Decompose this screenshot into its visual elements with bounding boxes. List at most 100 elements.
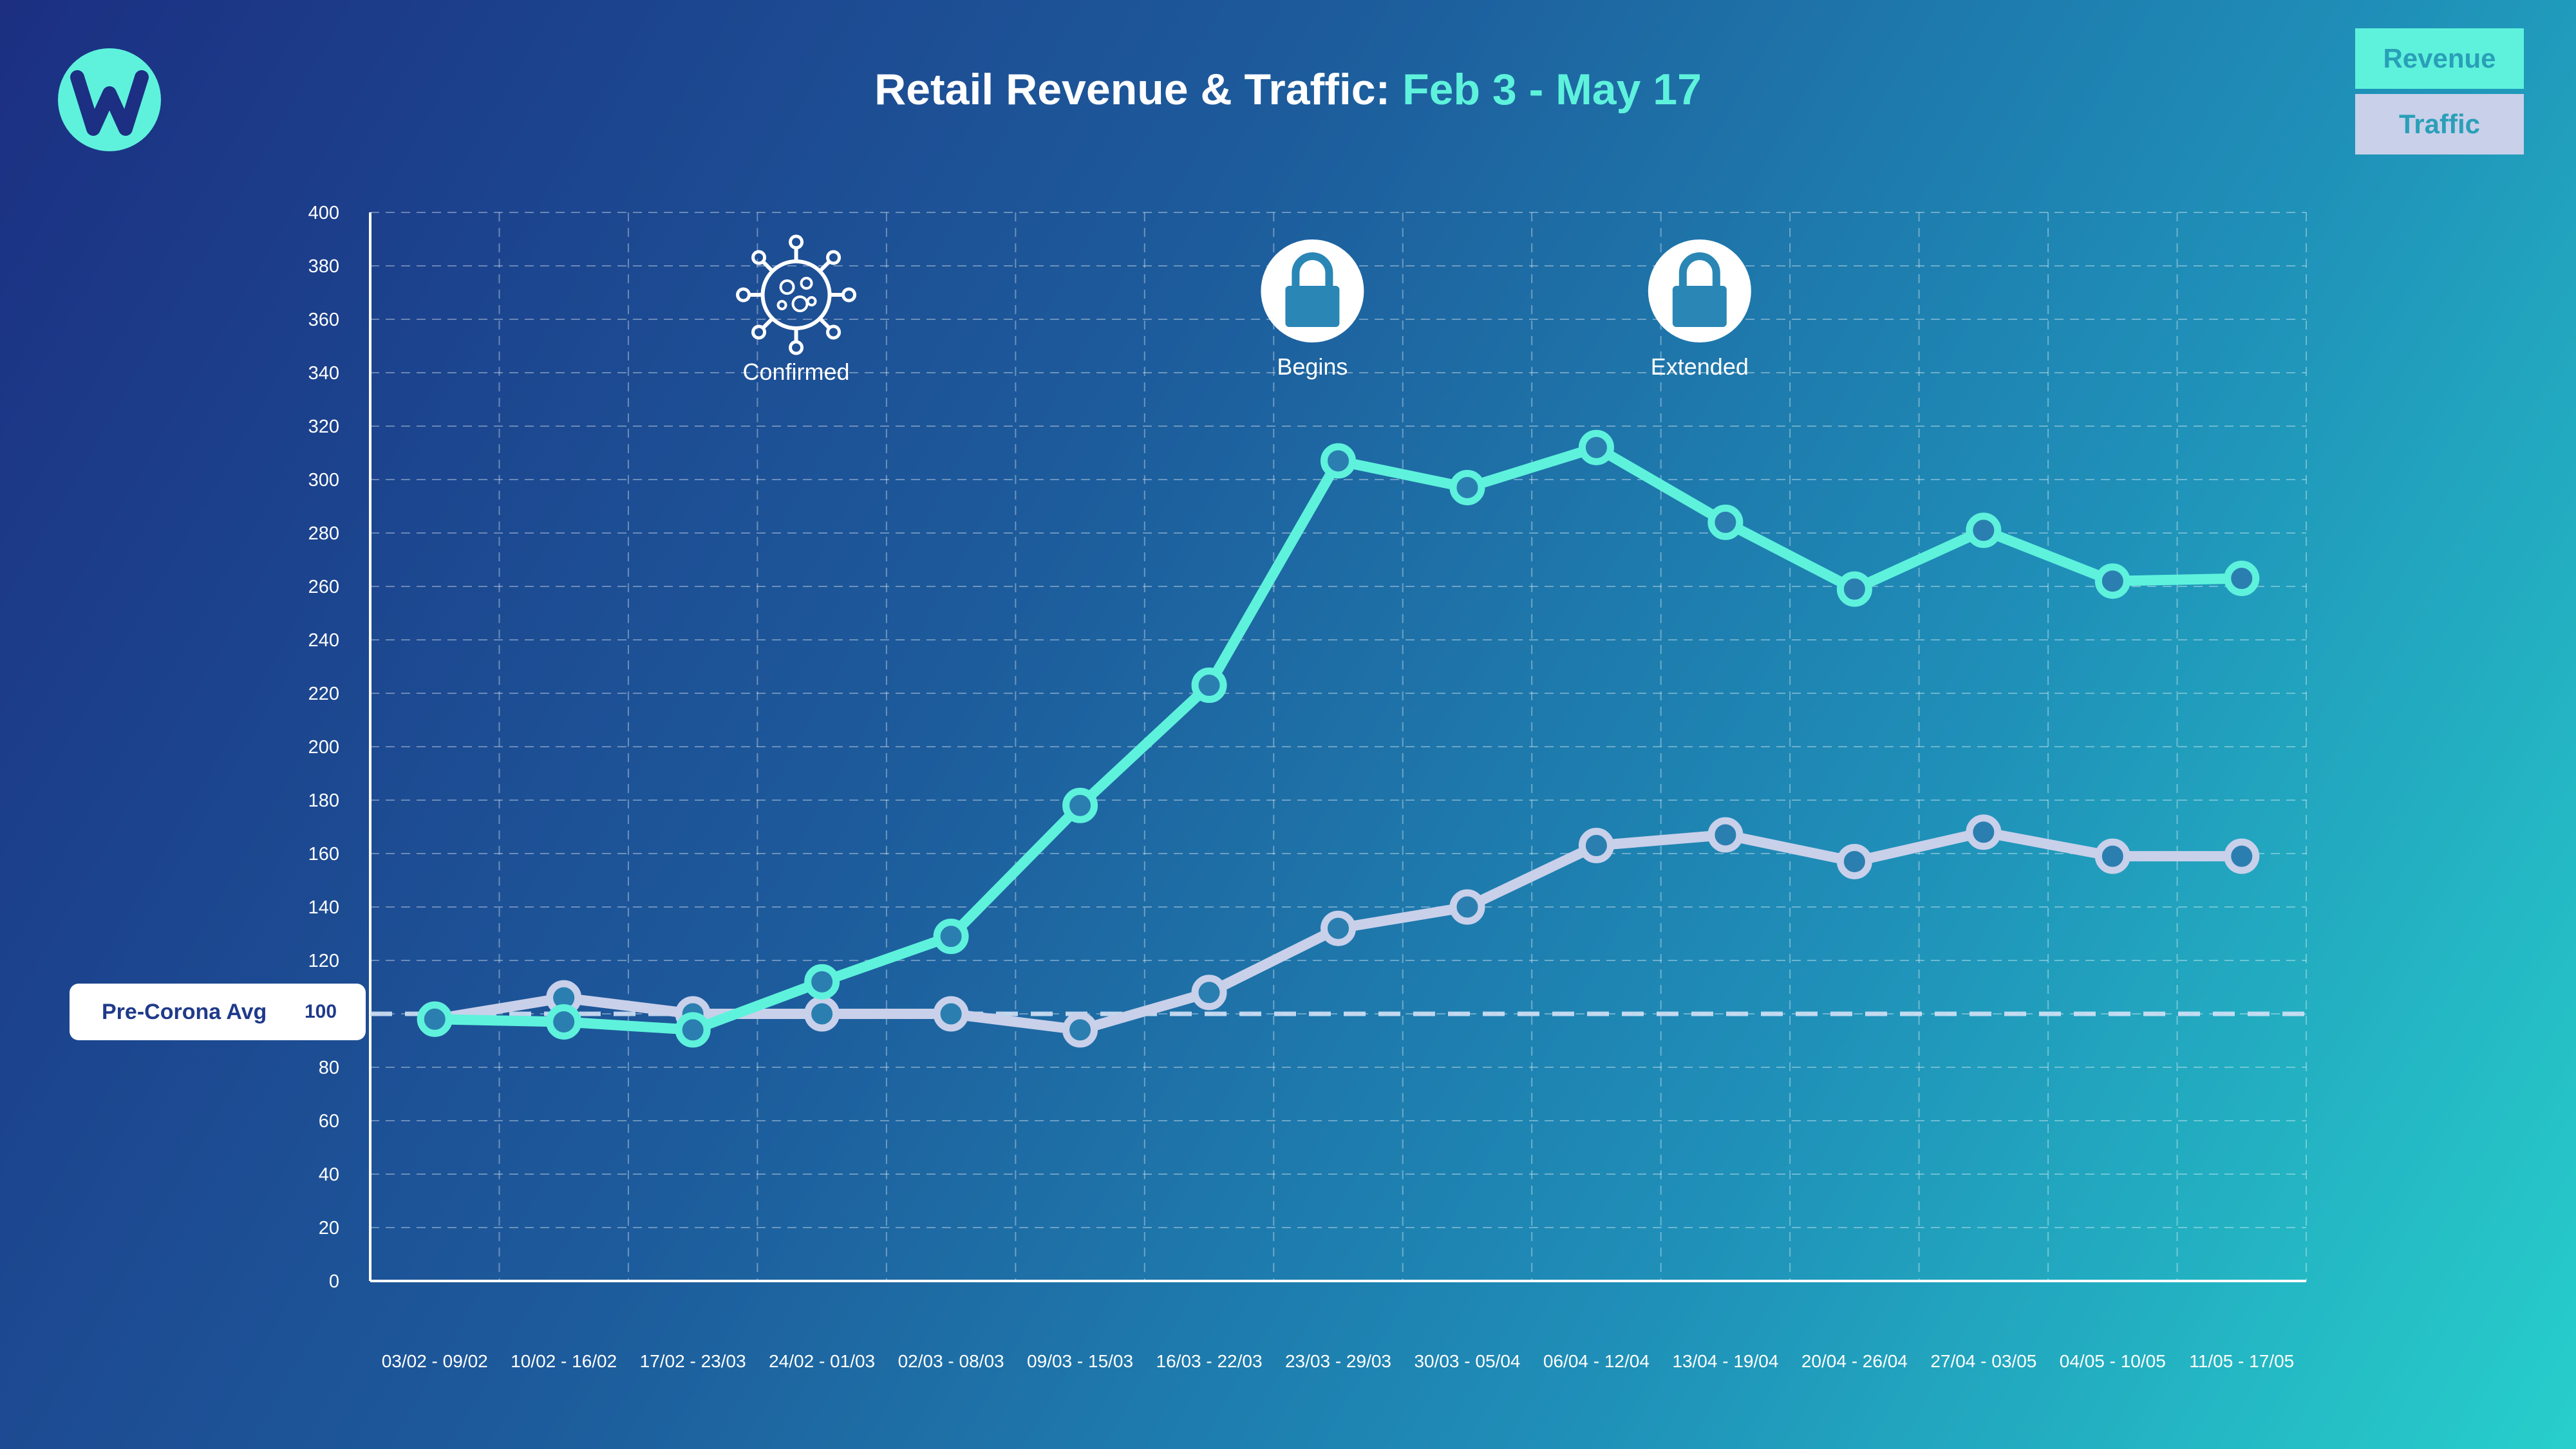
x-tick-label: 04/05 - 10/05 — [2060, 1351, 2166, 1371]
lock-body — [1672, 286, 1727, 327]
event-markers: Confirmed Begins Extended — [736, 234, 1751, 385]
revenue-data-point — [1578, 429, 1614, 465]
w-logo-icon — [58, 48, 161, 151]
chart-series — [417, 429, 2260, 1048]
revenue-data-point — [1836, 571, 1872, 607]
lock-body — [1285, 286, 1340, 327]
legend-revenue-button[interactable]: Revenue — [2355, 28, 2524, 89]
chart-title-date-range: Feb 3 - May 17 — [1402, 65, 1702, 114]
virus-spike-tip — [789, 340, 804, 355]
y-tick-label: 140 — [308, 897, 339, 918]
revenue-data-point — [1321, 443, 1356, 479]
revenue-data-point — [675, 1012, 711, 1048]
traffic-data-point — [1966, 814, 2002, 850]
x-tick-label: 20/04 - 26/04 — [1801, 1351, 1908, 1371]
virus-spot — [806, 296, 817, 306]
virus-spot — [776, 300, 787, 310]
y-tick-label: 180 — [308, 790, 339, 811]
pre-corona-avg-label: Pre-Corona Avg — [102, 999, 267, 1024]
x-tick-label: 17/02 - 23/03 — [640, 1351, 746, 1371]
x-tick-label: 16/03 - 22/03 — [1156, 1351, 1263, 1371]
revenue-data-point — [1449, 469, 1485, 505]
traffic-data-point — [1062, 1012, 1098, 1048]
traffic-data-point — [1578, 828, 1614, 864]
virus-body — [760, 259, 832, 330]
virus-spike-tip — [751, 250, 767, 265]
x-tick-label: 13/04 - 19/04 — [1672, 1351, 1778, 1371]
traffic-data-point — [1836, 843, 1872, 879]
x-tick-label: 23/03 - 29/03 — [1285, 1351, 1391, 1371]
x-axis-ticks: 03/02 - 09/02 10/02 - 16/02 17/02 - 23/03 2… — [382, 1351, 2295, 1371]
revenue-data-point — [1966, 512, 2002, 548]
revenue-data-point — [2224, 561, 2260, 597]
lock-shackle — [1678, 252, 1720, 287]
revenue-data-point — [2094, 563, 2130, 599]
traffic-data-point — [1191, 975, 1227, 1011]
virus-spike-tip — [751, 324, 767, 340]
y-tick-label: 320 — [308, 416, 339, 437]
revenue-data-point — [933, 919, 969, 955]
virus-spike-tip — [789, 234, 804, 250]
traffic-data-point — [933, 996, 969, 1032]
x-tick-label: 11/05 - 17/05 — [2189, 1351, 2294, 1371]
y-tick-label: 380 — [308, 256, 339, 277]
virus-spot — [791, 295, 809, 312]
traffic-data-point — [2094, 838, 2130, 874]
lock-icon: Extended — [1648, 239, 1751, 380]
y-tick-label: 60 — [319, 1111, 339, 1132]
traffic-data-point — [2224, 838, 2260, 874]
x-tick-label: 10/02 - 16/02 — [511, 1351, 617, 1371]
y-tick-label: 220 — [308, 684, 339, 704]
y-tick-label: 200 — [308, 737, 339, 758]
x-tick-label: 02/03 - 08/03 — [898, 1351, 1004, 1371]
revenue-data-point — [546, 1004, 582, 1040]
virus-spike-tip — [841, 287, 857, 303]
lock-shackle — [1292, 252, 1333, 287]
x-tick-label: 06/04 - 12/04 — [1543, 1351, 1650, 1371]
y-tick-label: 240 — [308, 630, 339, 651]
x-tick-label: 27/04 - 03/05 — [1930, 1351, 2036, 1371]
y-tick-label: 80 — [319, 1058, 339, 1078]
x-tick-label: 03/02 - 09/02 — [382, 1351, 488, 1371]
revenue-data-point — [1707, 504, 1744, 540]
y-tick-label: 280 — [308, 523, 339, 544]
virus-icon: Confirmed — [736, 234, 857, 385]
chart-grid — [370, 212, 2307, 1281]
y-tick-label: 20 — [319, 1218, 339, 1239]
lock-icon: Begins — [1261, 239, 1364, 380]
y-tick-label: 260 — [308, 577, 339, 597]
traffic-data-point — [1321, 910, 1356, 946]
pre-corona-avg-badge: Pre-Corona Avg 100 — [70, 984, 366, 1040]
y-tick-label: 40 — [319, 1164, 339, 1185]
legend-traffic-button[interactable]: Traffic — [2355, 94, 2524, 154]
chart-axes — [369, 212, 2306, 1282]
traffic-data-point — [1449, 889, 1485, 925]
virus-spot — [800, 277, 813, 290]
revenue-data-point — [1062, 787, 1098, 823]
x-tick-label: 09/03 - 15/03 — [1027, 1351, 1133, 1371]
x-tick-label: 24/02 - 01/03 — [769, 1351, 875, 1371]
pre-corona-avg-value: 100 — [305, 1001, 337, 1022]
virus-spike-tip — [736, 287, 751, 303]
revenue-data-point — [804, 964, 840, 1000]
x-tick-label: 30/03 - 05/04 — [1414, 1351, 1520, 1371]
traffic-data-point — [1707, 817, 1744, 853]
event-label-confirmed: Confirmed — [743, 359, 850, 385]
virus-spot — [779, 279, 795, 295]
y-tick-label: 360 — [308, 310, 339, 330]
virus-spike — [818, 317, 831, 330]
event-label-begins: Begins — [1277, 353, 1348, 380]
y-tick-label: 400 — [308, 203, 339, 223]
revenue-data-point — [417, 1001, 453, 1037]
event-label-extended: Extended — [1651, 353, 1749, 380]
virus-spike-tip — [826, 324, 841, 340]
y-tick-label: 120 — [308, 951, 339, 971]
y-tick-label: 300 — [308, 470, 339, 491]
y-axis-ticks: 0 20 40 60 80 120 140 160 180 200 220 240 260 280 300 3… — [308, 203, 339, 1292]
chart-title: Retail Revenue & Traffic: Feb 3 - May 17 — [0, 64, 2576, 115]
revenue-data-point — [1191, 668, 1227, 704]
virus-spike-tip — [826, 250, 841, 265]
y-tick-label: 160 — [308, 844, 339, 865]
